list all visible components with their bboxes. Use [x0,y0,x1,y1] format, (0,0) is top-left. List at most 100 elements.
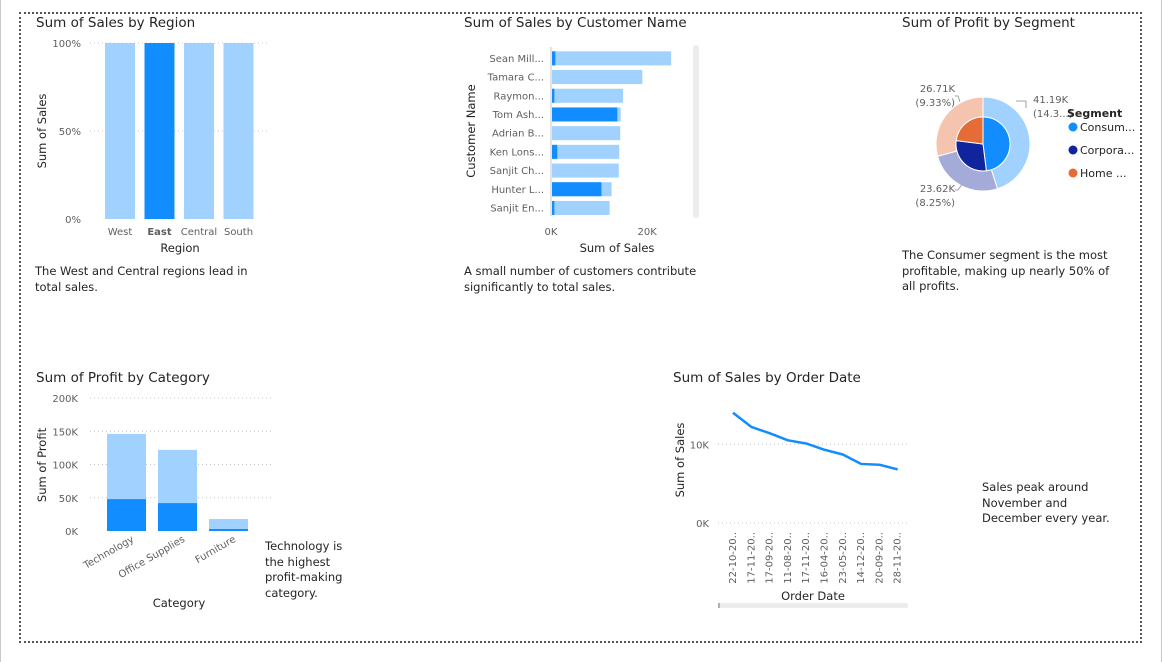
date-ytick-label: 10K [690,440,710,451]
date-xtick-label: 17-11-20.. [801,532,812,584]
customer-bar-highlight [552,144,558,159]
segment-legend-marker [1068,168,1078,178]
date-xtick-label: 17-11-20.. [746,532,757,584]
segment-leader-line [1016,100,1027,108]
region-y-axis-title: Sum of Sales [35,94,49,169]
segment-inner-slice [955,116,984,145]
customer-category-label: Sanjit Ch... [490,166,544,177]
category-note: Technology is the highest profit-making … [265,539,343,600]
segment-leader-line [955,95,961,103]
date-xtick-label: 16-04-20.. [820,532,831,584]
customer-bar [552,144,620,159]
date-y-axis-title: Sum of Sales [673,423,687,498]
category-ytick-label: 150K [52,427,78,438]
segment-data-label-percent: (8.25%) [915,198,955,209]
category-bar-segment [209,519,248,530]
customer-bar [552,200,610,215]
region-ytick-label: 50% [59,127,81,138]
category-x-axis-title: Category [153,596,206,610]
segment-legend-marker [1068,145,1078,155]
region-note: The West and Central regions lead in tot… [35,264,248,294]
category-ytick-label: 200K [52,394,78,405]
region-bar [184,43,214,219]
customer-xtick-label: 20K [637,227,657,238]
category-bar-segment [158,449,197,504]
region-ytick-label: 0% [65,215,81,226]
customer-category-label: Raymon... [493,91,544,102]
customer-bar-highlight [552,51,556,66]
customer-x-axis-title: Sum of Sales [580,241,655,255]
segment-note: The Consumer segment is the most profita… [902,248,1110,293]
region-xtick-label: West [108,227,133,238]
segment-data-label-value: 23.62K [920,184,956,195]
region-x-axis-title: Region [160,241,199,255]
date-xtick-label: 17-09-20.. [765,532,776,584]
date-xtick-label: 20-09-20.. [874,532,885,584]
report-canvas [19,12,1142,643]
date-scrollbar [718,603,908,608]
customer-category-label: Ken Lons... [490,147,544,158]
segment-legend-marker [1068,122,1078,132]
date-xtick-label: 22-10-20.. [728,532,739,584]
customer-xtick-label: 0K [545,227,558,238]
region-ytick-label: 100% [52,39,81,50]
customer-category-label: Adrian B... [492,129,544,140]
segment-legend-title: Segment [1067,107,1122,120]
segment-chart-title: Sum of Profit by Segment [902,15,1075,31]
category-bar-segment [107,433,146,500]
category-bar-segment [158,503,197,531]
category-y-axis-title: Sum of Profit [35,427,49,502]
segment-legend-label: Consum... [1080,121,1135,134]
segment-data-label-percent: (9.33%) [915,98,955,109]
customer-bar [552,126,621,141]
date-x-axis-title: Order Date [781,589,845,603]
date-xtick-label: 14-12-20.. [856,532,867,584]
customer-category-label: Sean Mill... [489,54,544,65]
customer-category-label: Hunter L... [491,185,544,196]
category-ytick-label: 0K [65,527,78,538]
customer-bar-highlight [552,200,555,215]
category-chart-title: Sum of Profit by Category [36,370,210,386]
customer-chart-title: Sum of Sales by Customer Name [464,15,687,31]
customer-note: A small number of customers contribute s… [464,264,697,294]
category-ytick-label: 100K [52,461,78,472]
customer-category-label: Sanjit En... [490,203,544,214]
customer-scrollbar [693,45,699,218]
customer-category-label: Tom Ash... [492,110,544,121]
category-bar-segment [107,499,146,531]
date-xtick-label: 23-05-20.. [838,532,849,584]
segment-inner-slice [982,116,1011,172]
customer-category-label: Tamara C... [487,73,544,84]
segment-data-label-value: 26.71K [920,84,956,95]
region-xtick-label: Central [181,227,217,238]
date-scrollbar-thumb [718,603,720,608]
customer-bar [552,88,624,103]
segment-data-label-value: 41.19K [1033,95,1069,106]
customer-bar [552,70,643,85]
date-xtick-label: 28-11-20.. [893,532,904,584]
category-bar-segment [209,529,248,531]
customer-bar [552,51,672,66]
category-ytick-label: 50K [59,494,79,505]
date-series-line [732,411,899,471]
customer-bar [552,163,619,178]
date-xtick-label: 11-08-20.. [783,532,794,584]
customer-bar-highlight [552,107,618,122]
region-bar [105,43,135,219]
customer-bar-highlight [552,182,602,197]
date-chart-title: Sum of Sales by Order Date [673,370,861,386]
category-xtick-label: Furniture [194,534,238,566]
region-chart-title: Sum of Sales by Region [36,15,196,31]
segment-legend-label: Corpora... [1080,144,1134,157]
date-note: Sales peak around November and December … [982,480,1110,525]
customer-bar-highlight [552,88,555,103]
region-bar [144,43,175,219]
date-ytick-label: 0K [696,519,709,530]
region-bar [223,43,254,219]
customer-y-axis-title: Customer Name [464,84,478,177]
segment-data-label-percent: (14.3...) [1033,109,1073,120]
region-xtick-label: South [224,227,253,238]
segment-inner-slice [955,140,987,172]
segment-legend-label: Home ... [1080,167,1126,180]
